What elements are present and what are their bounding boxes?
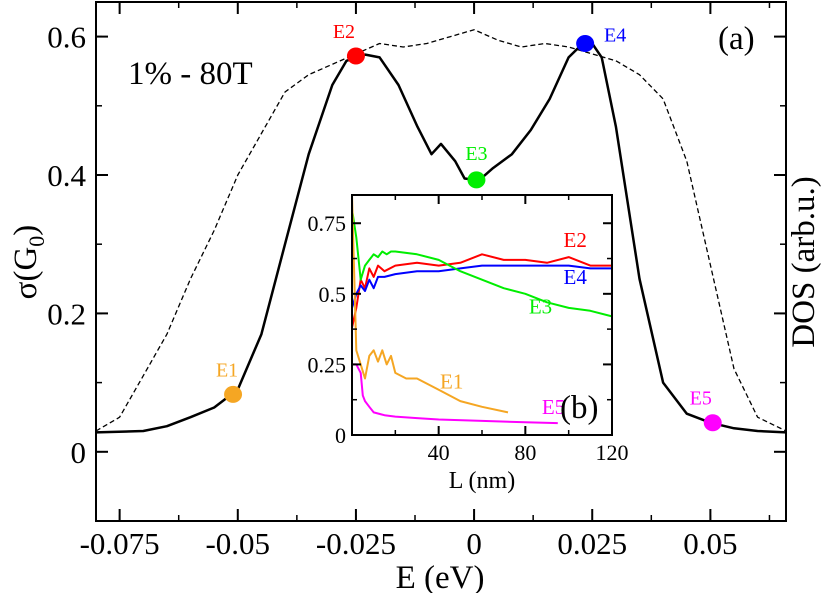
main-plot-frame <box>95 1 787 522</box>
y-tick-label: 0.6 <box>47 20 86 55</box>
marker-label-e5: E5 <box>690 388 712 410</box>
inset-x-tick-label: 40 <box>428 440 450 465</box>
x-tick-label: 0.025 <box>557 526 627 561</box>
y-axis-label-sub: 0 <box>24 236 49 247</box>
x-tick-label: -0.025 <box>316 526 396 561</box>
inset-labels: E2 E4 E3 E1 E5 <box>440 228 587 419</box>
panel-label-b: (b) <box>560 390 598 426</box>
inset-y-tick-label: 0.75 <box>308 211 347 236</box>
inset-line-e4 <box>351 264 612 309</box>
y-axis-label: σ(G0) <box>8 225 49 300</box>
inset-series-label-e3: E3 <box>529 295 552 319</box>
x-tick-label: 0.05 <box>683 526 737 561</box>
x-tick-label: 0 <box>466 526 482 561</box>
inset-ticks: 40 80 120 0 0.25 0.5 0.75 <box>308 195 629 465</box>
marker-e1 <box>224 385 243 403</box>
main-markers: E1 E2 E3 E4 E5 <box>216 21 722 432</box>
inset-y-tick-label: 0 <box>335 423 346 448</box>
x-tick-label: -0.075 <box>80 526 160 561</box>
inset-series-label-e4: E4 <box>564 265 588 289</box>
y-tick-label: 0 <box>71 435 87 470</box>
inset-series-label-e2: E2 <box>564 228 587 252</box>
y-axis-label-main: σ(G <box>8 247 44 300</box>
inset-background <box>352 195 612 435</box>
y-tick-label: 0.4 <box>47 158 86 193</box>
inset-x-tick-label: 80 <box>514 440 536 465</box>
main-series <box>95 29 787 434</box>
marker-e2 <box>346 47 365 65</box>
x-axis-label: E (eV) <box>396 560 485 593</box>
inset-series-label-e1: E1 <box>440 369 463 393</box>
inset-y-tick-label: 0.5 <box>319 282 347 307</box>
marker-label-e3: E3 <box>465 143 487 165</box>
inset-x-tick-label: 120 <box>596 440 629 465</box>
main-ticks: -0.075 -0.05 -0.025 0 0.025 0.05 0 0.2 0.4 0.6 <box>47 2 786 561</box>
marker-label-e1: E1 <box>216 359 238 381</box>
conductivity-line <box>95 42 787 434</box>
y2-axis-label: DOS (arb.u.) <box>786 176 822 347</box>
inset-line-e5 <box>352 363 558 425</box>
inset-x-axis-label: L (nm) <box>449 468 515 494</box>
DOS-line <box>95 29 787 432</box>
inset-line-e1 <box>351 194 509 414</box>
marker-e4 <box>576 35 595 53</box>
panel-label-a: (a) <box>718 21 755 57</box>
field-annotation: 1% - 80T <box>128 56 253 92</box>
y-axis-label-close: ) <box>8 225 44 236</box>
marker-label-e2: E2 <box>333 21 355 43</box>
inset-series-label-e5: E5 <box>542 395 565 419</box>
inset-line-e3 <box>351 208 613 318</box>
marker-e3 <box>467 171 486 189</box>
marker-e5 <box>703 414 722 432</box>
inset-series <box>351 194 613 425</box>
marker-label-e4: E4 <box>604 25 626 47</box>
y-tick-label: 0.2 <box>47 296 86 331</box>
x-tick-label: -0.05 <box>205 526 270 561</box>
inset-y-tick-label: 0.25 <box>308 352 347 377</box>
